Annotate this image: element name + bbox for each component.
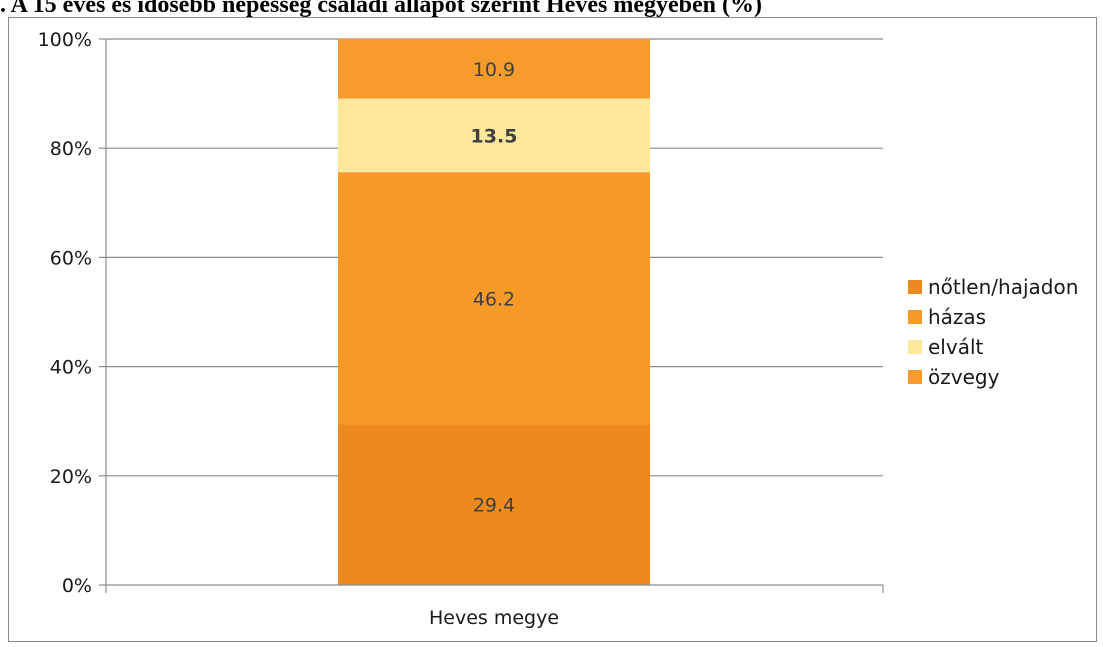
legend-swatch <box>908 370 922 384</box>
legend-swatch <box>908 310 922 324</box>
legend: nőtlen/hajadon házas elvált özvegy <box>908 272 1078 392</box>
y-tick-label: 80% <box>50 138 92 160</box>
legend-swatch <box>908 280 922 294</box>
data-label: 46.2 <box>473 288 515 310</box>
bar-segments <box>338 39 650 585</box>
y-tick-label: 40% <box>50 357 92 379</box>
data-label: 13.5 <box>471 125 518 147</box>
legend-item-ozvegy: özvegy <box>908 362 1078 392</box>
axes: 0% 20% 40% 60% 80% 100% Heves megye <box>38 29 884 629</box>
legend-label: elvált <box>928 335 984 359</box>
bar-segment-1 <box>338 172 650 425</box>
page-title: . A 15 éves és idősebb népesség családi … <box>0 0 762 18</box>
y-tick-label: 0% <box>62 575 92 597</box>
y-tick-label: 100% <box>38 29 92 51</box>
legend-item-elvalt: elvált <box>908 332 1078 362</box>
legend-item-notlen-hajadon: nőtlen/hajadon <box>908 272 1078 302</box>
legend-item-hazas: házas <box>908 302 1078 332</box>
legend-swatch <box>908 340 922 354</box>
y-tick-label: 60% <box>50 247 92 269</box>
data-label: 10.9 <box>473 59 515 81</box>
legend-label: házas <box>928 305 987 329</box>
bar-segment-3 <box>338 39 650 99</box>
legend-label: nőtlen/hajadon <box>928 275 1079 299</box>
bar-segment-2 <box>338 98 650 173</box>
data-labels: 29.4 46.2 13.5 10.9 <box>471 59 518 517</box>
y-tick-label: 20% <box>50 466 92 488</box>
bar-segment-0 <box>338 424 650 585</box>
x-tick-label: Heves megye <box>429 607 559 629</box>
data-label: 29.4 <box>473 495 515 517</box>
legend-label: özvegy <box>928 365 1000 389</box>
